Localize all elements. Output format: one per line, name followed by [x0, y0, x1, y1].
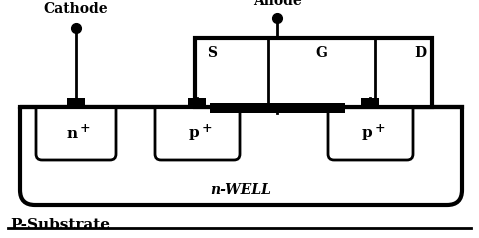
Text: p: p — [188, 127, 199, 140]
Text: +: + — [201, 122, 212, 135]
PathPatch shape — [328, 107, 413, 160]
Text: G: G — [316, 46, 328, 60]
Text: p: p — [361, 127, 372, 140]
Bar — [189, 98, 206, 107]
Bar — [362, 98, 379, 107]
Text: P-Substrate: P-Substrate — [10, 218, 110, 232]
Text: S: S — [207, 46, 217, 60]
Bar — [195, 38, 432, 107]
Bar — [210, 103, 345, 113]
Text: Anode: Anode — [252, 0, 301, 8]
Bar — [67, 98, 85, 107]
Text: Cathode: Cathode — [44, 2, 108, 16]
PathPatch shape — [155, 107, 240, 160]
PathPatch shape — [20, 107, 462, 205]
Text: n-WELL: n-WELL — [211, 183, 272, 197]
Text: +: + — [80, 122, 91, 135]
PathPatch shape — [36, 107, 116, 160]
Text: +: + — [374, 122, 385, 135]
Text: D: D — [414, 46, 426, 60]
Text: n: n — [67, 127, 78, 140]
